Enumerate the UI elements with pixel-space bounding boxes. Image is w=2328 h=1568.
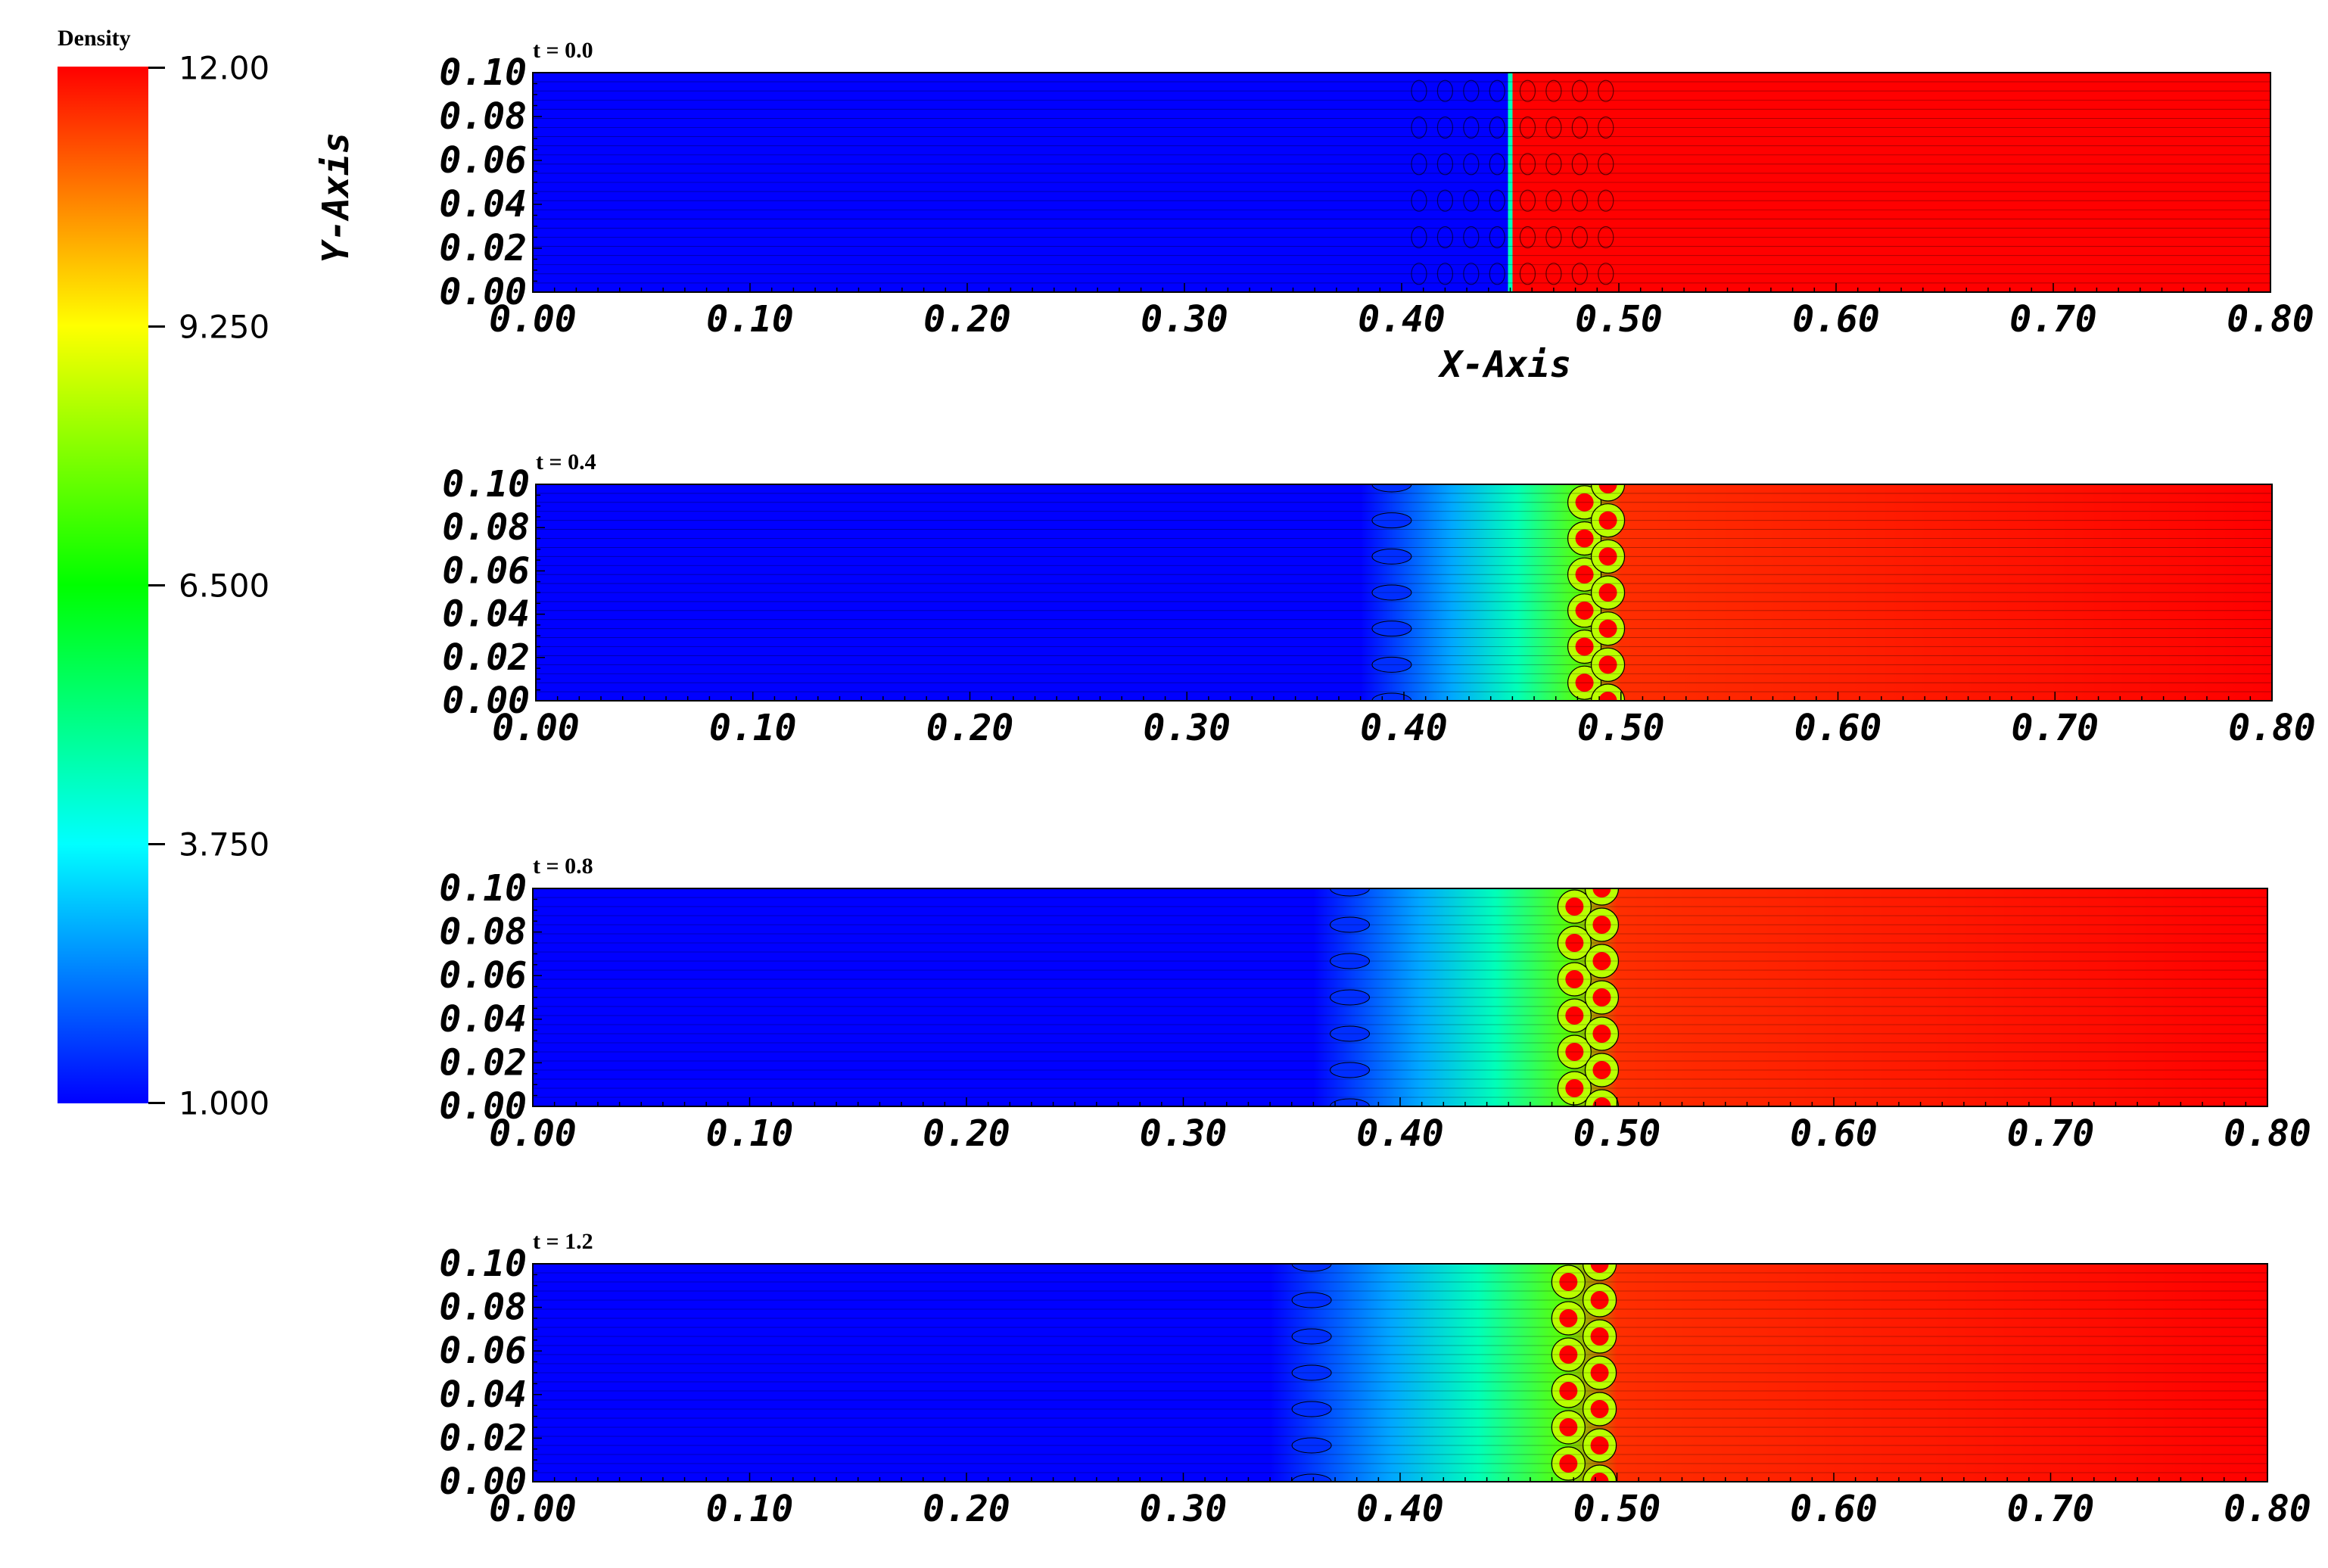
x-tick-label: 0.60	[1792, 298, 1880, 341]
y-tick-label: 0.04	[439, 998, 527, 1041]
x-tick-label: 0.30	[1140, 1112, 1228, 1155]
x-tick-label: 0.80	[2224, 1488, 2311, 1530]
y-tick-label: 0.04	[442, 593, 530, 636]
x-tick-label: 0.40	[1360, 707, 1448, 749]
x-tick-label: 0.70	[2009, 298, 2097, 341]
bubble-halo	[1558, 854, 1591, 887]
panel-title: t = 0.8	[533, 854, 593, 879]
x-tick-label: 0.10	[706, 1488, 794, 1530]
x-tick-label: 0.50	[1575, 298, 1663, 341]
bubble-contour	[1558, 854, 1591, 887]
x-axis-title: X-Axis	[1437, 344, 1571, 386]
y-tick-label: 0.00	[439, 1461, 527, 1503]
y-tick-label: 0.02	[439, 1041, 527, 1084]
y-tick-label: 0.02	[439, 1417, 527, 1459]
y-axis-title: Y-Axis	[315, 132, 357, 263]
chart-panel-0: t = 0.0 0.00 0.10 0.20 0.30 0.40 0.50 0.60 0.70 0…	[315, 38, 2314, 386]
y-tick-label: 0.02	[439, 227, 527, 269]
x-tick-label: 0.50	[1573, 1112, 1661, 1155]
x-tick-label: 0.20	[926, 707, 1014, 749]
x-tick-label: 0.40	[1356, 1112, 1444, 1155]
y-tick-label: 0.10	[439, 1243, 527, 1285]
y-tick-label: 0.10	[439, 51, 527, 94]
x-tick-label: 0.70	[2007, 1112, 2095, 1155]
x-tick-label: 0.20	[923, 298, 1011, 341]
y-tick-label: 0.00	[442, 680, 530, 722]
y-tick-label: 0.00	[439, 1085, 527, 1128]
x-tick-label: 0.80	[2228, 707, 2316, 749]
x-tick-label: 0.20	[923, 1112, 1010, 1155]
bubble-halo	[1551, 1229, 1585, 1262]
panel-title: t = 0.4	[536, 450, 596, 474]
x-tick-label: 0.40	[1356, 1488, 1444, 1530]
x-tick-label: 0.30	[1143, 707, 1231, 749]
y-tick-label: 0.06	[442, 549, 530, 592]
y-tick-label: 0.08	[439, 1286, 527, 1329]
panel-title: t = 0.0	[533, 38, 593, 63]
x-tick-label: 0.30	[1140, 1488, 1228, 1530]
y-tick-label: 0.08	[439, 911, 527, 954]
x-tick-label: 0.80	[2224, 1112, 2311, 1155]
x-tick-label: 0.10	[706, 298, 794, 341]
x-tick-label: 0.10	[709, 707, 797, 749]
bubble-contour	[1568, 450, 1601, 483]
chart-panel-2: t = 0.8 0.00 0.10 0.20 0.30 0.40 0.50 0.60 0.70 0…	[439, 854, 2311, 1155]
y-tick-label: 0.10	[439, 867, 527, 910]
x-tick-label: 0.40	[1358, 298, 1446, 341]
x-tick-label: 0.30	[1141, 298, 1228, 341]
chart-panel-3: t = 1.2 0.00 0.10 0.20 0.30 0.40 0.50 0.60 0.70 0…	[439, 1229, 2311, 1530]
x-tick-label: 0.10	[706, 1112, 794, 1155]
y-tick-label: 0.08	[442, 506, 530, 549]
x-tick-label: 0.80	[2227, 298, 2314, 341]
x-tick-label: 0.70	[2007, 1488, 2095, 1530]
x-tick-label: 0.50	[1573, 1488, 1661, 1530]
bubble-halo	[1568, 450, 1601, 483]
y-tick-label: 0.08	[439, 95, 527, 138]
x-tick-label: 0.20	[923, 1488, 1010, 1530]
y-tick-label: 0.06	[439, 954, 527, 997]
y-tick-label: 0.04	[439, 183, 527, 226]
panel-title: t = 1.2	[533, 1229, 593, 1254]
y-tick-label: 0.10	[442, 463, 530, 506]
bubble-core	[1576, 457, 1594, 475]
x-tick-label: 0.60	[1794, 707, 1882, 749]
density-field	[536, 450, 2272, 717]
y-tick-label: 0.00	[439, 271, 527, 313]
y-tick-label: 0.04	[439, 1374, 527, 1416]
x-tick-label: 0.70	[2011, 707, 2099, 749]
bubble-contour	[1551, 1229, 1585, 1262]
y-tick-label: 0.06	[439, 139, 527, 182]
density-field	[533, 73, 2270, 292]
bubble-core	[1559, 1237, 1577, 1255]
y-tick-label: 0.06	[439, 1330, 527, 1372]
x-tick-label: 0.60	[1790, 1112, 1878, 1155]
x-tick-label: 0.60	[1790, 1488, 1878, 1530]
density-field	[533, 854, 2267, 1123]
y-tick-label: 0.02	[442, 636, 530, 679]
chart-panel-1: t = 0.4 0.00 0.10 0.20 0.30 0.40 0.50 0.60 0.70 0…	[442, 450, 2315, 749]
bubble-core	[1565, 861, 1583, 879]
x-tick-label: 0.50	[1577, 707, 1665, 749]
density-field	[533, 1229, 2267, 1498]
